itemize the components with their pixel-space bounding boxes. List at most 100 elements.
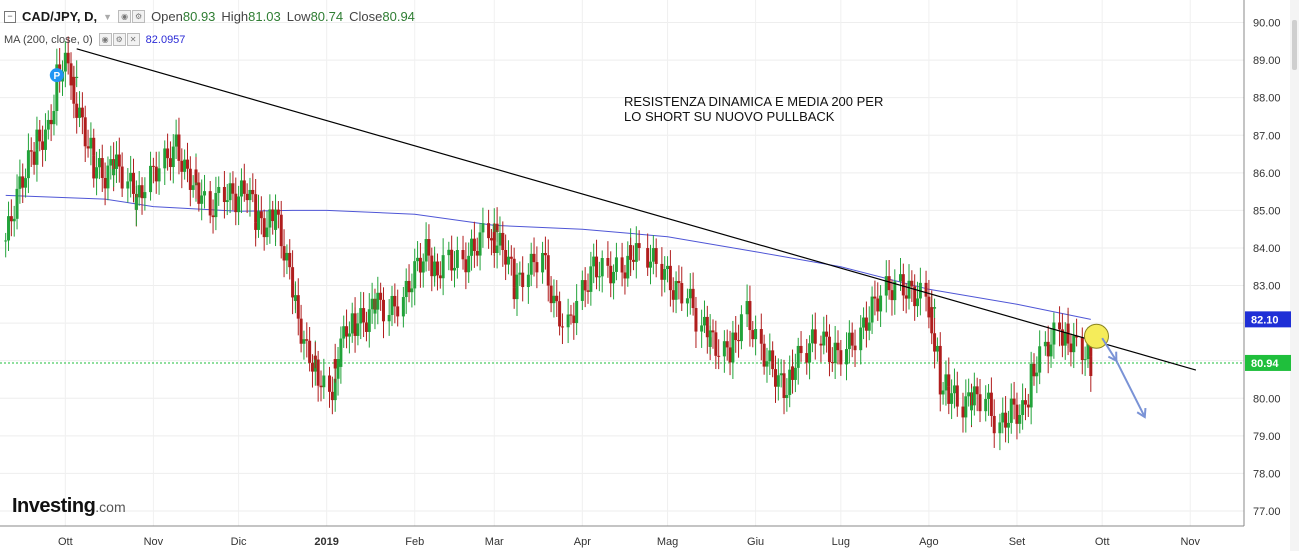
- candle-body: [322, 375, 326, 388]
- candle-body: [521, 272, 525, 288]
- scrollbar-track[interactable]: [1290, 0, 1299, 551]
- x-tick-label: Nov: [144, 536, 164, 548]
- candle-body: [927, 296, 931, 318]
- candle-body: [998, 422, 1002, 434]
- candle-body: [654, 248, 658, 264]
- candle-body: [183, 159, 187, 172]
- candle-body: [316, 359, 320, 386]
- candle-body: [9, 216, 13, 222]
- candle-body: [276, 209, 280, 215]
- candle-body: [765, 361, 769, 367]
- candle-body: [251, 189, 255, 195]
- candle-body: [447, 249, 451, 256]
- candle-body: [933, 307, 937, 309]
- candle-body: [592, 256, 596, 267]
- candle-body: [546, 255, 550, 286]
- candle-body: [884, 276, 888, 296]
- candle-body: [967, 392, 971, 397]
- candle-body: [43, 129, 47, 150]
- eye-icon[interactable]: ◉: [118, 10, 132, 23]
- candle-body: [396, 306, 400, 317]
- candle-body: [109, 159, 113, 166]
- eye-icon[interactable]: ◉: [98, 33, 112, 46]
- ma-label[interactable]: MA (200, close, 0): [4, 33, 93, 46]
- close-value: 80.94: [382, 9, 415, 24]
- candle-body: [373, 309, 377, 314]
- candle-body: [509, 256, 513, 259]
- candle-body: [1060, 329, 1064, 346]
- candle-body: [126, 181, 130, 189]
- candle-body: [333, 359, 337, 369]
- candle-body: [600, 258, 604, 277]
- candle-body: [941, 390, 945, 395]
- candle-body: [328, 375, 332, 392]
- candle-body: [677, 281, 681, 284]
- candle-body: [779, 373, 783, 376]
- candle-body: [609, 265, 613, 284]
- candle-body: [97, 158, 101, 168]
- candle-body: [612, 271, 616, 284]
- candle-body: [970, 405, 974, 411]
- gear-icon[interactable]: ⚙: [112, 33, 126, 46]
- candle-body: [262, 218, 266, 238]
- candle-body: [989, 392, 993, 416]
- scrollbar-thumb[interactable]: [1292, 20, 1297, 70]
- chevron-down-icon[interactable]: ▼: [103, 11, 113, 22]
- legend-controls[interactable]: ◉ ⚙: [118, 10, 146, 23]
- candle-body: [1069, 343, 1073, 353]
- candle-body: [203, 191, 207, 196]
- open-value: 80.93: [182, 9, 216, 24]
- ma-price-tag: 82.10: [1251, 314, 1279, 326]
- drawings[interactable]: P: [49, 48, 1197, 419]
- x-tick-label: Giu: [747, 536, 764, 548]
- ma-value: 82.0957: [145, 33, 186, 46]
- candle-body: [265, 227, 269, 238]
- pivot-marker-icon[interactable]: [49, 68, 64, 83]
- candle-body: [330, 391, 334, 401]
- candle-body: [171, 146, 175, 168]
- candle-body: [149, 165, 153, 193]
- candle-body: [376, 292, 380, 310]
- candle-body: [827, 336, 831, 363]
- candle-body: [1018, 414, 1022, 424]
- candle-body: [455, 250, 459, 268]
- candle-body: [245, 193, 249, 201]
- candle-body: [566, 314, 570, 328]
- candle-body: [751, 330, 755, 340]
- candle-body: [620, 257, 624, 273]
- annotation-line-2[interactable]: LO SHORT SU NUOVO PULLBACK: [624, 109, 835, 124]
- candle-body: [180, 160, 184, 172]
- symbol-label[interactable]: CAD/JPY, D,: [22, 9, 98, 24]
- candle-body: [728, 347, 732, 363]
- collapse-icon[interactable]: −: [4, 10, 16, 23]
- y-tick-label: 84.00: [1253, 243, 1281, 255]
- candle-body: [688, 288, 692, 299]
- candle-body: [762, 343, 766, 367]
- pivot-marker-label: P: [53, 71, 60, 82]
- candle-body: [89, 137, 93, 149]
- highlight-circle[interactable]: [1083, 323, 1109, 349]
- gear-icon[interactable]: ⚙: [132, 10, 146, 23]
- candle-body: [66, 52, 70, 64]
- candle-body: [504, 249, 508, 265]
- candle-body: [413, 261, 417, 289]
- y-tick-label: 78.00: [1253, 468, 1281, 480]
- candle-body: [791, 366, 795, 380]
- close-icon[interactable]: ✕: [126, 33, 140, 46]
- candle-body: [748, 301, 752, 331]
- arrow-head: [1136, 407, 1147, 419]
- candle-body: [49, 119, 53, 125]
- projection-arrow[interactable]: [1101, 337, 1146, 418]
- ma-controls[interactable]: ◉ ⚙ ✕: [98, 33, 140, 46]
- candle-body: [359, 308, 363, 324]
- resistance-trendline[interactable]: [76, 48, 1197, 371]
- annotation-line-1[interactable]: RESISTENZA DINAMICA E MEDIA 200 PER: [624, 94, 883, 109]
- candle-body: [404, 280, 408, 298]
- candle-body: [725, 341, 729, 348]
- candle-body: [69, 63, 73, 86]
- x-tick-label: 2019: [314, 536, 338, 548]
- y-tick-label: 89.00: [1253, 55, 1281, 67]
- candle-body: [24, 178, 28, 188]
